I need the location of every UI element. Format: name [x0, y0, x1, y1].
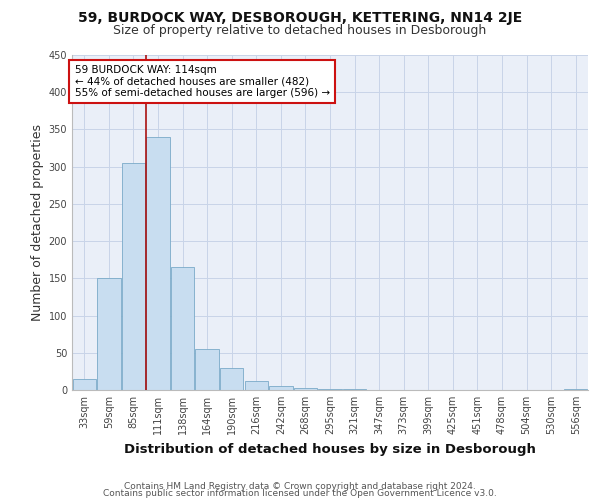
Bar: [294, 388, 317, 390]
X-axis label: Distribution of detached houses by size in Desborough: Distribution of detached houses by size …: [124, 442, 536, 456]
Bar: [564, 388, 587, 390]
Bar: [319, 388, 341, 390]
Bar: [171, 267, 194, 390]
Bar: [196, 349, 219, 390]
Bar: [73, 379, 96, 390]
Bar: [97, 278, 121, 390]
Text: Size of property relative to detached houses in Desborough: Size of property relative to detached ho…: [113, 24, 487, 37]
Bar: [245, 381, 268, 390]
Text: Contains HM Land Registry data © Crown copyright and database right 2024.: Contains HM Land Registry data © Crown c…: [124, 482, 476, 491]
Text: 59, BURDOCK WAY, DESBOROUGH, KETTERING, NN14 2JE: 59, BURDOCK WAY, DESBOROUGH, KETTERING, …: [78, 11, 522, 25]
Bar: [220, 368, 244, 390]
Bar: [122, 163, 145, 390]
Bar: [269, 386, 293, 390]
Bar: [343, 388, 366, 390]
Text: Contains public sector information licensed under the Open Government Licence v3: Contains public sector information licen…: [103, 490, 497, 498]
Y-axis label: Number of detached properties: Number of detached properties: [31, 124, 44, 321]
Bar: [146, 137, 170, 390]
Text: 59 BURDOCK WAY: 114sqm
← 44% of detached houses are smaller (482)
55% of semi-de: 59 BURDOCK WAY: 114sqm ← 44% of detached…: [74, 65, 330, 98]
